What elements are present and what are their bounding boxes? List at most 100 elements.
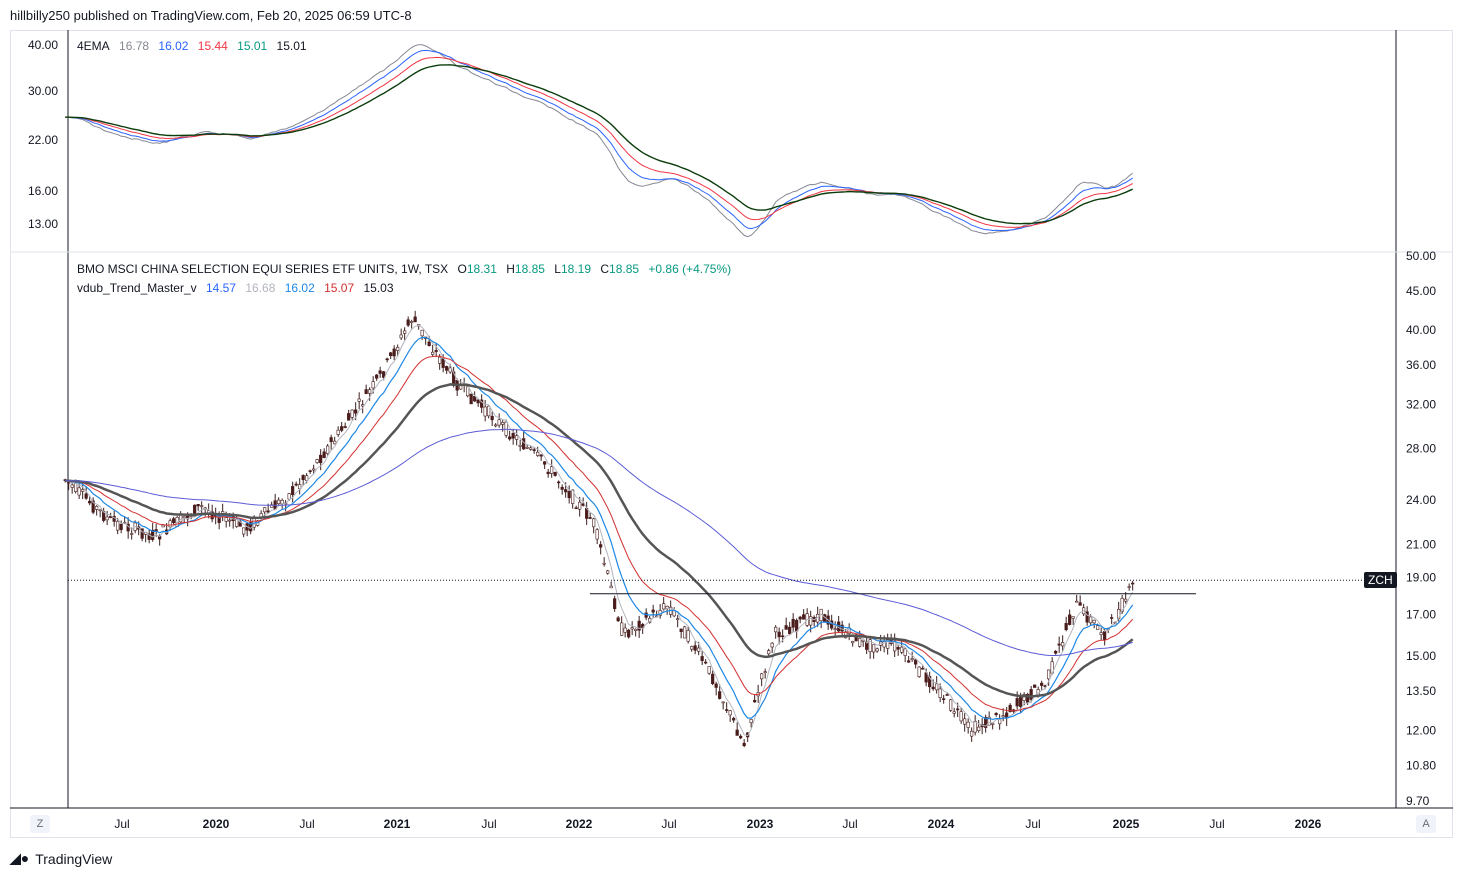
candle-body bbox=[333, 440, 337, 445]
chart-frame bbox=[10, 30, 1453, 838]
candle-body bbox=[854, 634, 858, 642]
candle-body bbox=[599, 544, 603, 548]
candle-body bbox=[515, 435, 519, 440]
candle-body bbox=[588, 517, 592, 519]
candle-body bbox=[182, 516, 186, 518]
candle-body bbox=[319, 454, 323, 464]
candle-body bbox=[431, 351, 435, 355]
candle-body bbox=[294, 483, 298, 486]
candle-body bbox=[434, 350, 438, 352]
top-indicator-name: 4EMA bbox=[77, 39, 110, 53]
candle-body bbox=[938, 688, 942, 698]
ohlc-high: H18.85 bbox=[506, 262, 545, 276]
candle-body bbox=[966, 721, 970, 728]
candle-body bbox=[1085, 611, 1089, 623]
candle-body bbox=[784, 625, 788, 630]
candle-body bbox=[875, 648, 879, 652]
candle-body bbox=[168, 520, 172, 528]
candle-body bbox=[427, 341, 431, 347]
candle-body bbox=[385, 358, 389, 361]
candle-body bbox=[392, 348, 396, 357]
ma-red-line bbox=[65, 355, 1134, 712]
candle-body bbox=[809, 616, 813, 626]
candle-body bbox=[375, 374, 379, 379]
candle-body bbox=[931, 686, 935, 690]
x-axis-label: Jul bbox=[481, 817, 496, 831]
candle-body bbox=[700, 656, 704, 661]
main-y-tick-label: 32.00 bbox=[1406, 397, 1436, 411]
main-indicator-name: vdub_Trend_Master_v bbox=[77, 281, 197, 295]
candle-body bbox=[592, 518, 596, 528]
candle-body bbox=[74, 483, 78, 492]
tradingview-logo-icon: ◢● bbox=[10, 850, 30, 866]
candle-body bbox=[791, 618, 795, 628]
ma-blue-line bbox=[65, 336, 1134, 721]
candle-body bbox=[1015, 698, 1019, 707]
candle-body bbox=[956, 708, 960, 711]
candle-body bbox=[483, 406, 487, 417]
candle-body bbox=[487, 405, 491, 417]
x-axis-label: Jul bbox=[1025, 817, 1040, 831]
candle-body bbox=[952, 711, 956, 714]
candle-body bbox=[466, 386, 470, 397]
candle-body bbox=[1099, 632, 1103, 635]
candle-body bbox=[291, 486, 295, 495]
candle-body bbox=[672, 610, 676, 617]
candle-body bbox=[707, 666, 711, 674]
candle-body bbox=[343, 426, 347, 428]
candle-body bbox=[637, 620, 641, 631]
candle-body bbox=[634, 628, 638, 631]
candle-body bbox=[560, 486, 564, 490]
footer-brand[interactable]: ◢● TradingView bbox=[10, 850, 112, 867]
candle-body bbox=[991, 723, 995, 725]
candle-body bbox=[368, 389, 372, 394]
candle-body bbox=[567, 490, 571, 499]
candle-body bbox=[550, 466, 554, 474]
ohlc-close: C18.85 bbox=[600, 262, 640, 276]
x-axis-label: 2025 bbox=[1113, 817, 1140, 831]
candle-body bbox=[578, 501, 582, 510]
candle-body bbox=[704, 661, 708, 664]
candle-body bbox=[301, 475, 305, 481]
candle-body bbox=[725, 709, 729, 711]
auto-scale-button[interactable]: A bbox=[1416, 815, 1436, 833]
candle-body bbox=[522, 438, 526, 450]
candle-body bbox=[119, 523, 123, 531]
candle-body bbox=[518, 444, 522, 447]
x-axis-label: 2021 bbox=[384, 817, 411, 831]
top-y-tick-label: 40.00 bbox=[28, 38, 58, 52]
candle-body bbox=[1029, 689, 1033, 700]
top-indicator-value: 15.01 bbox=[237, 39, 268, 53]
ohlc-low: L18.19 bbox=[554, 262, 592, 276]
candle-body bbox=[872, 644, 876, 653]
candle-body bbox=[403, 330, 407, 334]
main-indicator-value: 15.03 bbox=[363, 281, 394, 295]
candle-body bbox=[910, 658, 914, 661]
candle-body bbox=[1127, 586, 1131, 588]
candle-body bbox=[557, 481, 561, 484]
candle-body bbox=[151, 529, 155, 540]
candle-body bbox=[1110, 617, 1114, 619]
candle-body bbox=[1008, 704, 1012, 712]
candle-body bbox=[1092, 619, 1096, 624]
candle-body bbox=[371, 381, 375, 389]
candle-body bbox=[529, 447, 533, 450]
candle-body bbox=[147, 533, 151, 540]
candle-body bbox=[662, 603, 666, 610]
candle-body bbox=[763, 671, 767, 673]
main-y-tick-label: 21.00 bbox=[1406, 537, 1436, 551]
candle-body bbox=[438, 356, 442, 364]
ohlc-open: O18.31 bbox=[457, 262, 497, 276]
candle-body bbox=[406, 319, 410, 326]
x-axis-label: Jul bbox=[1209, 817, 1224, 831]
candle-body bbox=[67, 481, 71, 484]
candle-body bbox=[266, 510, 270, 513]
main-y-tick-label: 12.00 bbox=[1406, 723, 1436, 737]
zoom-button[interactable]: Z bbox=[30, 815, 50, 833]
candle-body bbox=[798, 616, 802, 620]
ma-long-line bbox=[65, 428, 1133, 656]
candle-body bbox=[84, 493, 88, 499]
candle-body bbox=[340, 426, 344, 431]
main-indicator-legend: vdub_Trend_Master_v 14.57 16.68 16.02 15… bbox=[77, 281, 400, 295]
